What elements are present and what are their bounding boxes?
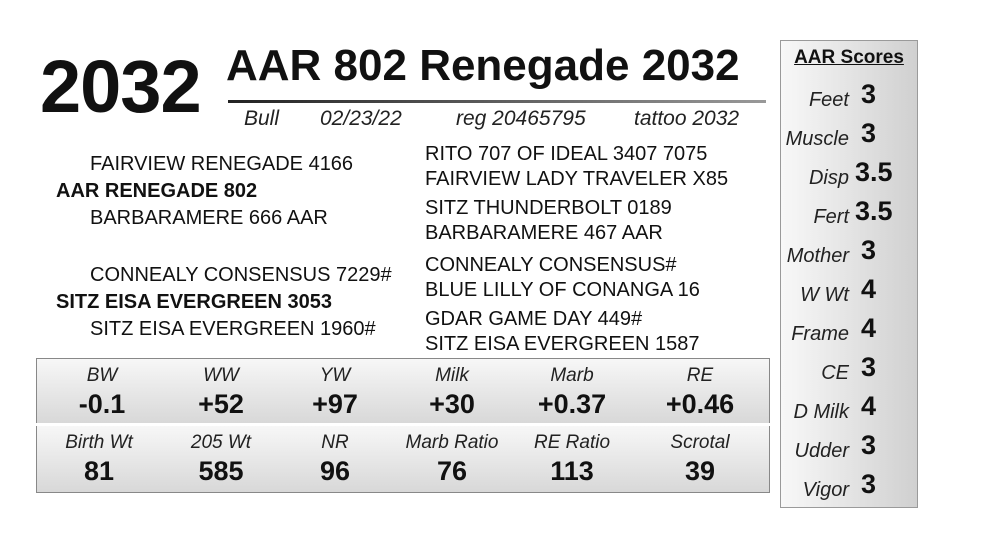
aar-scores-panel: AAR Scores Feet 3 Muscle 3 Disp 3.5 Fert… xyxy=(780,40,918,508)
actual-re-ratio: RE Ratio 113 xyxy=(512,433,632,485)
actual-value: 76 xyxy=(436,456,468,486)
actual-nr: NR 96 xyxy=(275,433,395,485)
score-value: 4 xyxy=(861,391,877,421)
title-underline xyxy=(228,100,766,103)
registration-number: reg 20465795 xyxy=(456,107,586,130)
epd-box: BW -0.1 WW +52 YW +97 Milk +30 Marb +0.3… xyxy=(36,358,770,423)
sire-dam-dam: BARBARAMERE 467 AAR xyxy=(425,222,663,244)
actual-birth-wt: Birth Wt 81 xyxy=(39,433,159,485)
score-value: 4 xyxy=(861,274,877,304)
score-value: 3.5 xyxy=(855,157,893,187)
epd-ww: WW +52 xyxy=(161,366,281,418)
score-label: W Wt xyxy=(800,284,849,306)
epd-bw: BW -0.1 xyxy=(42,366,162,418)
epd-re: RE +0.46 xyxy=(640,366,760,418)
epd-value: -0.1 xyxy=(78,389,126,419)
score-row-frame: Frame 4 xyxy=(781,313,917,347)
score-value: 3 xyxy=(861,469,877,499)
epd-label: Milk xyxy=(435,365,469,386)
sire-dam-sire: SITZ THUNDERBOLT 0189 xyxy=(425,197,672,219)
actual-value: 81 xyxy=(83,456,115,486)
epd-label: YW xyxy=(319,365,351,386)
sire-sire-dam: FAIRVIEW LADY TRAVELER X85 xyxy=(425,168,729,190)
epd-milk: Milk +30 xyxy=(392,366,512,418)
score-row-fert: Fert 3.5 xyxy=(781,196,917,230)
dam-sire-sire: CONNEALY CONSENSUS# xyxy=(425,254,677,276)
actuals-box: Birth Wt 81 205 Wt 585 NR 96 Marb Ratio … xyxy=(36,426,770,493)
sire-dam: BARBARAMERE 666 AAR xyxy=(90,207,328,229)
score-label: CE xyxy=(821,362,849,384)
epd-label: BW xyxy=(86,365,118,386)
dam-sire: CONNEALY CONSENSUS 7229# xyxy=(90,264,392,286)
epd-yw: YW +97 xyxy=(275,366,395,418)
score-label: Vigor xyxy=(802,479,849,501)
scores-title: AAR Scores xyxy=(794,47,904,68)
dam: SITZ EISA EVERGREEN 3053 xyxy=(56,291,333,313)
epd-label: WW xyxy=(203,365,239,386)
actual-label: NR xyxy=(321,432,349,453)
score-row-ce: CE 3 xyxy=(781,352,917,386)
score-label: Frame xyxy=(791,323,849,345)
score-label: Udder xyxy=(794,440,849,462)
dam-dam-sire: GDAR GAME DAY 449# xyxy=(425,308,643,330)
birth-date: 02/23/22 xyxy=(320,107,402,130)
sire: AAR RENEGADE 802 xyxy=(56,180,258,202)
score-label: D Milk xyxy=(793,401,849,423)
epd-marb: Marb +0.37 xyxy=(512,366,632,418)
sire-sire-sire: RITO 707 OF IDEAL 3407 7075 xyxy=(425,143,708,165)
actual-label: Scrotal xyxy=(670,432,730,453)
animal-name: AAR 802 Renegade 2032 xyxy=(226,41,740,90)
actual-value: 113 xyxy=(550,456,594,486)
score-label: Feet xyxy=(808,89,849,111)
actual-label: Marb Ratio xyxy=(405,432,499,453)
score-row-w-wt: W Wt 4 xyxy=(781,274,917,308)
score-label: Disp xyxy=(808,167,849,189)
score-row-feet: Feet 3 xyxy=(781,79,917,113)
score-row-muscle: Muscle 3 xyxy=(781,118,917,152)
actual-scrotal: Scrotal 39 xyxy=(640,433,760,485)
sire-sire: FAIRVIEW RENEGADE 4166 xyxy=(90,153,354,175)
actual-marb-ratio: Marb Ratio 76 xyxy=(392,433,512,485)
actual-value: 39 xyxy=(684,456,716,486)
score-row-disp: Disp 3.5 xyxy=(781,157,917,191)
score-value: 3 xyxy=(861,79,877,109)
dam-sire-dam: BLUE LILLY OF CONANGA 16 xyxy=(425,279,700,301)
actual-label: Birth Wt xyxy=(65,432,133,453)
epd-value: +0.46 xyxy=(665,389,735,419)
epd-value: +0.37 xyxy=(537,389,607,419)
score-value: 4 xyxy=(861,313,877,343)
epd-value: +97 xyxy=(312,389,358,419)
score-value: 3.5 xyxy=(855,196,893,226)
epd-value: +52 xyxy=(198,389,244,419)
score-value: 3 xyxy=(861,430,877,460)
score-label: Fert xyxy=(813,206,849,228)
epd-value: +30 xyxy=(429,389,475,419)
actual-205-wt: 205 Wt 585 xyxy=(161,433,281,485)
dam-dam: SITZ EISA EVERGREEN 1960# xyxy=(90,318,376,340)
score-row-d-milk: D Milk 4 xyxy=(781,391,917,425)
score-label: Muscle xyxy=(785,128,849,150)
lot-number: 2032 xyxy=(40,45,202,128)
score-row-udder: Udder 3 xyxy=(781,430,917,464)
score-row-mother: Mother 3 xyxy=(781,235,917,269)
score-value: 3 xyxy=(861,118,877,148)
sex: Bull xyxy=(244,107,280,130)
epd-label: Marb xyxy=(550,365,594,386)
score-row-vigor: Vigor 3 xyxy=(781,469,917,503)
actual-label: RE Ratio xyxy=(533,432,611,453)
tattoo: tattoo 2032 xyxy=(634,107,740,130)
epd-label: RE xyxy=(686,365,714,386)
score-label: Mother xyxy=(786,245,849,267)
actual-value: 585 xyxy=(198,456,244,486)
dam-dam-dam: SITZ EISA EVERGREEN 1587 xyxy=(425,333,700,355)
score-value: 3 xyxy=(861,352,877,382)
actual-value: 96 xyxy=(319,456,351,486)
score-value: 3 xyxy=(861,235,877,265)
actual-label: 205 Wt xyxy=(190,432,252,453)
